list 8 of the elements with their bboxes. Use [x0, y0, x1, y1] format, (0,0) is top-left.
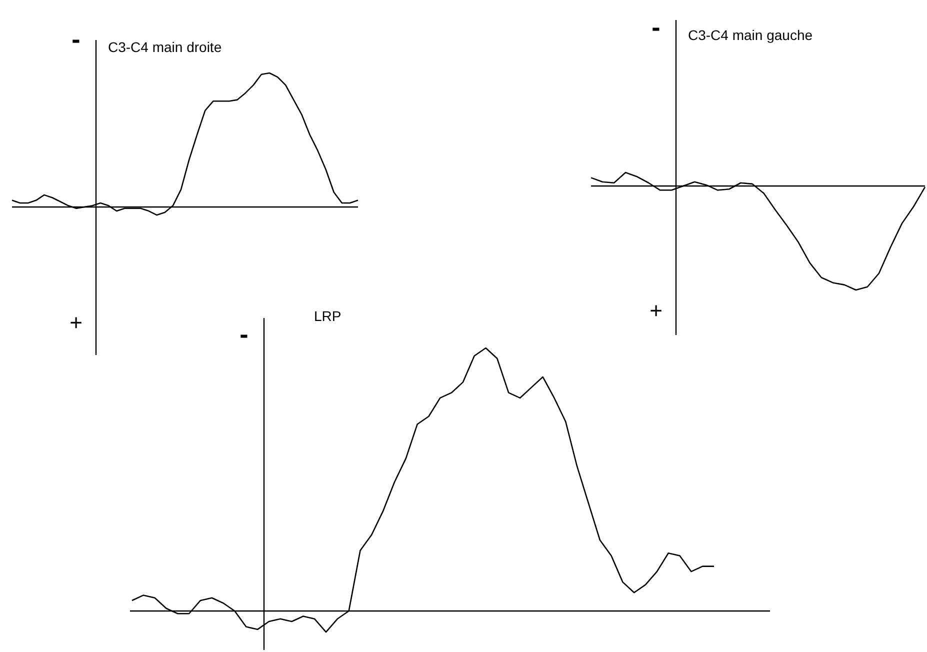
annotation: -	[240, 319, 248, 349]
text: +	[650, 298, 662, 323]
text: -	[652, 12, 660, 42]
chart-title: C3-C4 main droite	[108, 39, 222, 55]
chart-title: C3-C4 main gauche	[688, 27, 813, 43]
text: +	[70, 310, 82, 335]
text: -	[72, 24, 80, 54]
chart-title: LRP	[314, 308, 342, 324]
